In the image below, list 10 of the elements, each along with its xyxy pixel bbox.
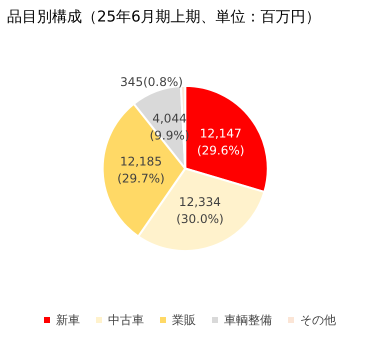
legend-label: 中古車 xyxy=(108,313,144,327)
legend-label: 業販 xyxy=(172,313,196,327)
data-label: 345(0.8%) xyxy=(120,74,183,89)
legend-label: 新車 xyxy=(56,313,80,327)
chart-title: 品目別構成（25年6月期上期、単位：百万円） xyxy=(7,8,321,26)
data-label: 12,334 (30.0%) xyxy=(176,194,224,226)
data-label: 12,147 (29.6%) xyxy=(196,126,244,158)
legend-label: 車輌整備 xyxy=(224,313,272,327)
legend-label: その他 xyxy=(300,313,336,327)
data-label: 12,185 (29.7%) xyxy=(117,154,165,186)
